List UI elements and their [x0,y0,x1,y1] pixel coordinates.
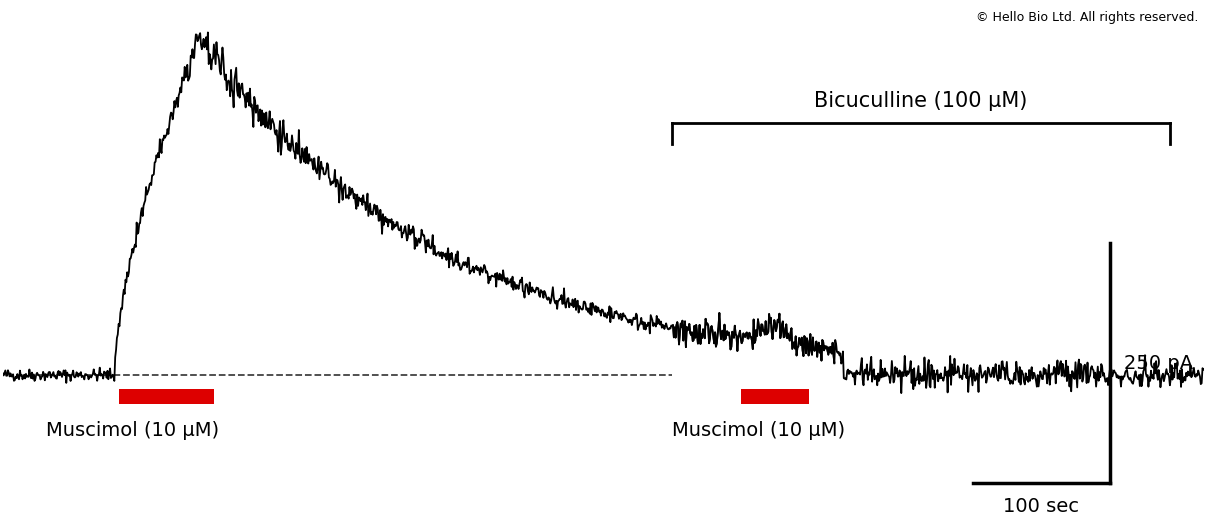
Text: © Hello Bio Ltd. All rights reserved.: © Hello Bio Ltd. All rights reserved. [975,10,1198,24]
Text: Muscimol (10 μM): Muscimol (10 μM) [672,421,845,440]
Text: 250 pA: 250 pA [1123,354,1192,373]
Bar [741,389,809,404]
Text: 100 sec: 100 sec [1003,497,1080,517]
Text: Muscimol (10 μM): Muscimol (10 μM) [46,421,218,440]
Bar [120,389,213,404]
Text: Bicuculline (100 μM): Bicuculline (100 μM) [814,91,1027,111]
